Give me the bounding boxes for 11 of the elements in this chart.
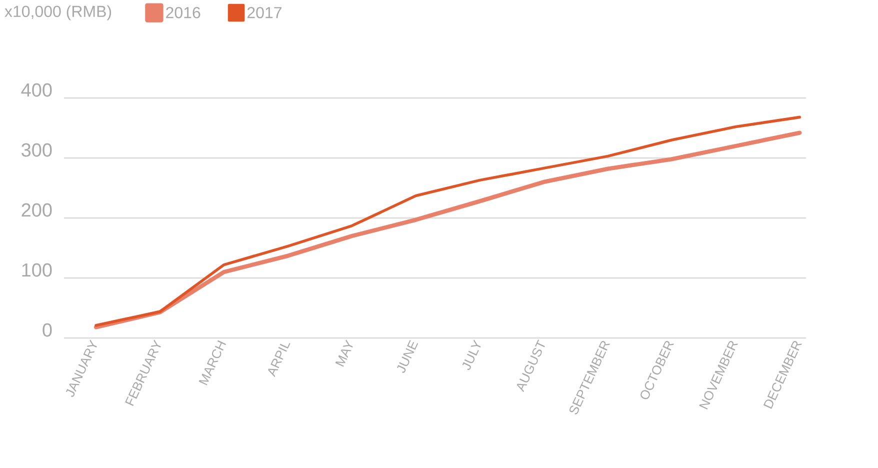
y-tick-label: 400: [21, 83, 52, 97]
y-tick-label: 100: [22, 263, 52, 277]
legend-label: 2016: [166, 6, 200, 18]
y-tick-label: 300: [22, 143, 52, 157]
legend-label: 2017: [247, 6, 282, 18]
x-tick-label: MAY: [335, 340, 353, 367]
y-axis-title: x10,000 (RMB): [4, 5, 112, 20]
y-tick-label: 200: [22, 203, 52, 217]
y-tick-label: 0: [42, 323, 52, 337]
x-tick-label: JULY: [462, 340, 481, 370]
x-tick-label: JUNE: [397, 340, 418, 373]
